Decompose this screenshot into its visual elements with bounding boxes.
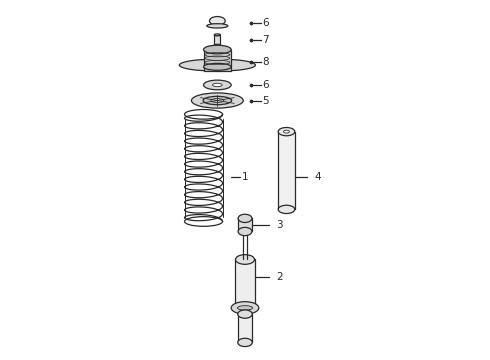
Ellipse shape (238, 214, 252, 222)
Bar (214, 35, 220, 45)
Text: 4: 4 (314, 172, 321, 181)
Ellipse shape (209, 17, 225, 25)
Ellipse shape (211, 99, 224, 102)
Ellipse shape (231, 302, 259, 314)
Ellipse shape (237, 306, 253, 310)
Text: 8: 8 (262, 58, 269, 67)
Bar (238, 219, 252, 231)
Text: 5: 5 (262, 95, 269, 105)
Bar (203, 50, 231, 71)
Text: 3: 3 (276, 220, 283, 230)
Text: 2: 2 (276, 272, 283, 282)
Ellipse shape (203, 96, 232, 105)
Text: 6: 6 (262, 80, 269, 90)
Text: 1: 1 (242, 172, 248, 181)
Ellipse shape (192, 93, 243, 108)
Ellipse shape (214, 34, 220, 36)
Ellipse shape (238, 228, 252, 236)
Ellipse shape (207, 24, 228, 28)
Ellipse shape (203, 63, 231, 70)
Ellipse shape (278, 205, 295, 213)
Text: 7: 7 (262, 35, 269, 45)
Ellipse shape (203, 80, 231, 90)
Ellipse shape (203, 45, 231, 54)
Text: 6: 6 (262, 18, 269, 28)
Ellipse shape (214, 44, 220, 46)
Ellipse shape (284, 130, 290, 133)
Ellipse shape (236, 303, 254, 313)
Ellipse shape (213, 83, 222, 87)
Ellipse shape (238, 338, 252, 347)
Ellipse shape (236, 255, 254, 264)
Bar (278, 132, 295, 210)
Bar (238, 314, 252, 342)
Ellipse shape (179, 59, 255, 71)
Ellipse shape (278, 127, 295, 136)
Bar (236, 260, 254, 308)
Ellipse shape (238, 310, 252, 318)
